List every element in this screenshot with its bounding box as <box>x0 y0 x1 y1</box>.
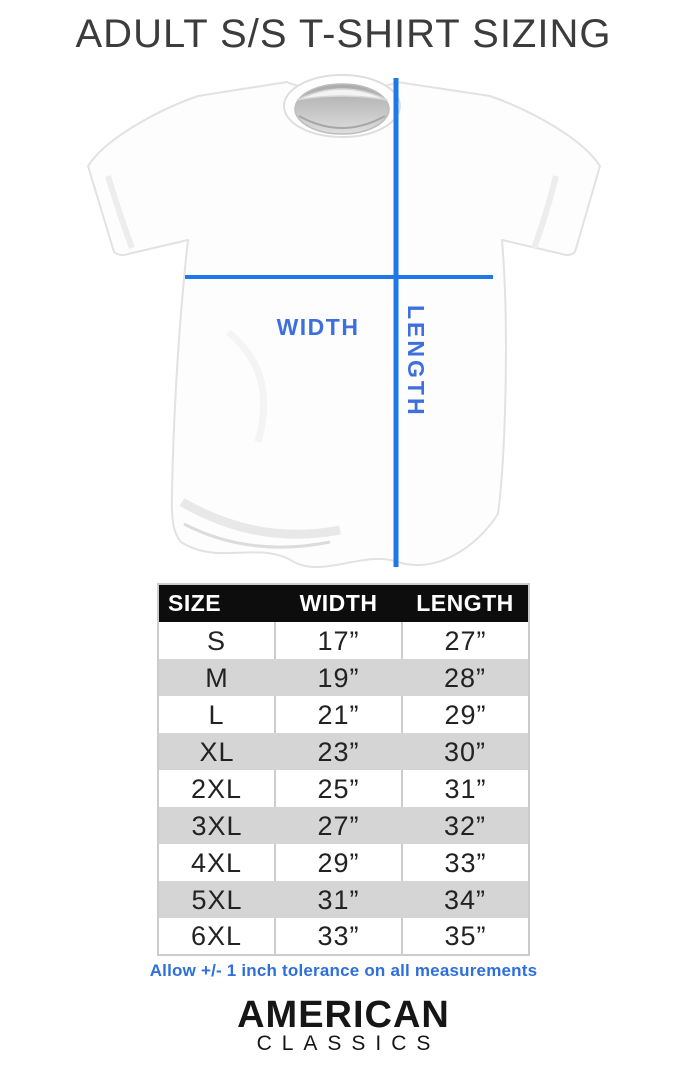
size-cell: 5XL <box>158 881 275 918</box>
table-row: S 17” 27” <box>158 622 529 659</box>
table-row: 4XL 29” 33” <box>158 844 529 881</box>
table-row: 2XL 25” 31” <box>158 770 529 807</box>
size-cell: 3XL <box>158 807 275 844</box>
length-cell: 33” <box>401 844 529 881</box>
header-row: SIZE WIDTH LENGTH <box>158 584 529 622</box>
tshirt-body <box>87 81 601 568</box>
table-row: 6XL 33” 35” <box>158 918 529 955</box>
tshirt-graphic <box>87 74 601 568</box>
size-cell: 2XL <box>190 773 243 804</box>
width-cell: 17” <box>274 622 402 659</box>
table-row: 5XL 31” 34” <box>158 881 529 918</box>
table-row: M 19” 28” <box>158 659 529 696</box>
width-cell: 27” <box>275 807 402 844</box>
length-cell: 27” <box>401 622 529 659</box>
width-cell: 21” <box>274 696 402 733</box>
size-cell: L <box>208 699 225 730</box>
width-label: WIDTH <box>276 314 360 340</box>
brand-name: AMERICAN <box>237 994 450 1036</box>
size-cell: 4XL <box>190 847 243 878</box>
length-cell: 31” <box>401 770 529 807</box>
size-cell: S <box>206 625 226 656</box>
collar-inner-shadow <box>298 115 386 129</box>
sleeve-wrinkle-right <box>531 175 559 250</box>
width-cell: 31” <box>275 881 402 918</box>
brand-logo: AMERICAN CLASSICS <box>0 995 687 1056</box>
table-row: XL 23” 30” <box>158 733 529 770</box>
page-title: ADULT S/S T-SHIRT SIZING <box>75 12 612 56</box>
size-cell: XL <box>158 733 275 770</box>
length-cell: 32” <box>402 807 529 844</box>
size-table-body: S 17” 27” M 19” 28” L 21” 29” XL 23” 30” 2XL 25” 31” 3X… <box>158 622 529 955</box>
size-table-header: SIZE WIDTH LENGTH <box>158 584 529 622</box>
collar-neckband <box>296 88 388 101</box>
width-cell: 23” <box>275 733 402 770</box>
brand-subname: CLASSICS <box>256 1032 441 1055</box>
width-cell: 19” <box>275 659 402 696</box>
size-cell: 6XL <box>190 921 243 951</box>
length-cell: 28” <box>402 659 529 696</box>
tolerance-note: Allow +/- 1 inch tolerance on all measur… <box>149 961 538 980</box>
length-cell: 30” <box>402 733 529 770</box>
table-row: L 21” 29” <box>158 696 529 733</box>
width-cell: 29” <box>274 844 402 881</box>
length-label: LENGTH <box>403 305 429 418</box>
hem-fold-line <box>183 522 331 549</box>
column-header-length: LENGTH <box>402 584 529 622</box>
column-header-size: SIZE <box>158 584 275 622</box>
tshirt-diagram: WIDTH LENGTH <box>78 72 610 572</box>
length-cell: 29” <box>401 696 529 733</box>
sleeve-wrinkle-left <box>105 175 135 250</box>
hem-fold-shadow <box>179 498 341 539</box>
body-wrinkle <box>225 329 268 443</box>
table-row: 3XL 27” 32” <box>158 807 529 844</box>
size-cell: M <box>158 659 275 696</box>
width-cell: 33” <box>274 918 402 955</box>
length-cell: 34” <box>402 881 529 918</box>
length-cell: 35” <box>401 918 529 955</box>
size-table: SIZE WIDTH LENGTH S 17” 27” M 19” 28” L 21” 29” XL 2… <box>157 583 530 956</box>
width-cell: 25” <box>274 770 402 807</box>
column-header-width: WIDTH <box>275 584 402 622</box>
